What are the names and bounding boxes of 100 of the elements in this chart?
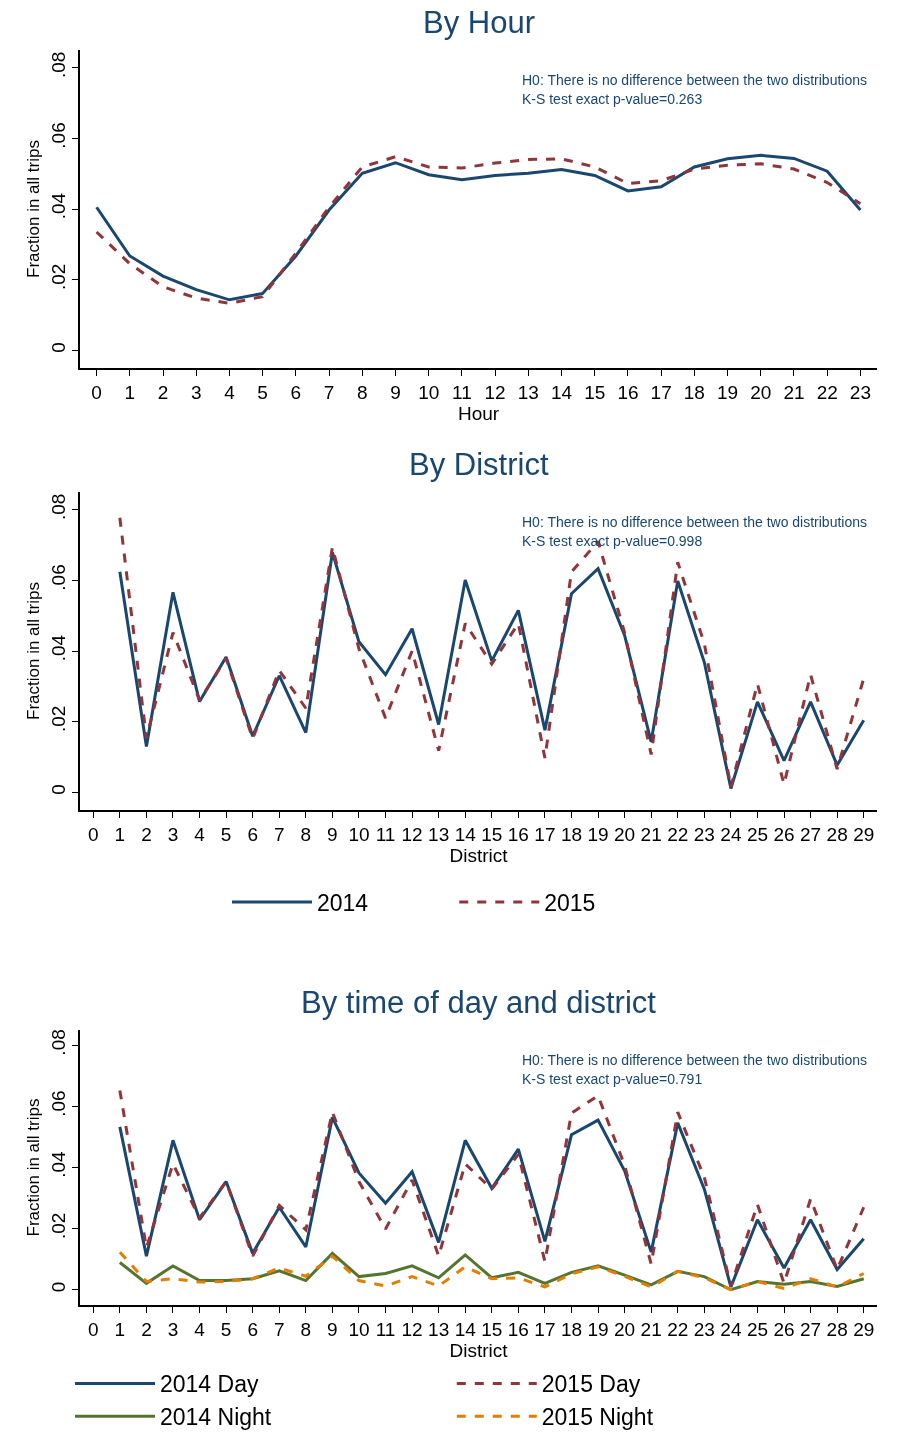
y-tick-label: 0 bbox=[47, 1281, 69, 1293]
legend-label: 2014 Night bbox=[160, 1404, 272, 1431]
x-tick-label: 24 bbox=[720, 823, 742, 845]
x-axis-title: District bbox=[449, 844, 509, 866]
x-tick-label: 21 bbox=[640, 823, 662, 845]
x-tick-label: 14 bbox=[454, 1318, 477, 1340]
x-tick-label: 6 bbox=[247, 823, 258, 845]
x-tick-label: 10 bbox=[348, 1318, 370, 1340]
x-tick-label: 0 bbox=[91, 381, 102, 403]
x-tick-label: 13 bbox=[428, 823, 450, 845]
x-tick-label: 29 bbox=[853, 1318, 875, 1340]
x-tick-label: 25 bbox=[746, 1318, 769, 1340]
x-tick-label: 25 bbox=[746, 823, 769, 845]
x-tick-label: 1 bbox=[114, 1318, 126, 1340]
annotation: H0: There is no difference between the two distributions bbox=[522, 1052, 868, 1068]
y-tick-label: .04 bbox=[47, 634, 69, 662]
x-tick-label: 27 bbox=[800, 1318, 822, 1340]
x-tick-label: 8 bbox=[356, 381, 368, 403]
y-tick-label: .02 bbox=[47, 263, 69, 291]
y-axis-title: Fraction in all trips bbox=[23, 582, 43, 720]
y-tick-label: 0 bbox=[47, 784, 69, 795]
x-tick-label: 18 bbox=[560, 823, 583, 845]
x-tick-label: 14 bbox=[454, 823, 477, 845]
x-tick-label: 20 bbox=[750, 381, 772, 403]
x-tick-label: 2 bbox=[141, 823, 152, 845]
x-axis-title: District bbox=[449, 1339, 509, 1361]
x-tick-label: 5 bbox=[220, 823, 232, 845]
x-tick-label: 27 bbox=[800, 823, 822, 845]
y-tick-label: .06 bbox=[47, 564, 69, 591]
x-tick-label: 4 bbox=[194, 823, 206, 845]
x-tick-label: 6 bbox=[247, 1318, 258, 1340]
legend-label: 2015 bbox=[544, 889, 596, 916]
x-tick-label: 23 bbox=[849, 381, 871, 403]
y-tick-label: .06 bbox=[47, 1090, 69, 1117]
x-tick-label: 22 bbox=[816, 381, 838, 403]
x-tick-label: 6 bbox=[290, 381, 302, 403]
x-tick-label: 19 bbox=[587, 823, 609, 845]
x-tick-label: 7 bbox=[273, 1318, 285, 1340]
x-tick-label: 11 bbox=[452, 381, 472, 403]
y-tick-label: .08 bbox=[47, 51, 69, 79]
x-tick-label: 1 bbox=[124, 381, 136, 403]
x-axis-title: Hour bbox=[457, 402, 500, 424]
x-tick-label: 3 bbox=[190, 381, 202, 403]
x-tick-label: 23 bbox=[693, 823, 715, 845]
legend-label: 2014 bbox=[317, 889, 369, 916]
x-tick-label: 16 bbox=[507, 823, 529, 845]
x-tick-label: 16 bbox=[507, 1318, 529, 1340]
x-tick-label: 21 bbox=[640, 1318, 662, 1340]
x-tick-label: 14 bbox=[550, 381, 573, 403]
x-tick-label: 7 bbox=[323, 381, 335, 403]
x-tick-label: 19 bbox=[716, 381, 739, 403]
x-tick-label: 3 bbox=[167, 823, 179, 845]
x-tick-label: 12 bbox=[401, 823, 423, 845]
x-tick-label: 15 bbox=[584, 381, 606, 403]
y-axis-title: Fraction in all trips bbox=[23, 1098, 43, 1237]
chart-title: By Hour bbox=[423, 5, 535, 40]
chart-title: By time of day and district bbox=[301, 985, 657, 1020]
x-tick-label: 23 bbox=[693, 1318, 715, 1340]
y-tick-label: .08 bbox=[47, 493, 69, 521]
x-tick-label: 21 bbox=[783, 381, 805, 403]
x-tick-label: 20 bbox=[614, 823, 636, 845]
x-tick-label: 26 bbox=[773, 1318, 795, 1340]
x-tick-label: 5 bbox=[257, 381, 268, 403]
x-tick-label: 18 bbox=[683, 381, 705, 403]
x-tick-label: 8 bbox=[300, 1318, 312, 1340]
x-tick-label: 4 bbox=[194, 1318, 206, 1340]
x-tick-label: 18 bbox=[560, 1318, 583, 1340]
x-tick-label: 17 bbox=[534, 1318, 556, 1340]
x-tick-label: 7 bbox=[273, 823, 285, 845]
x-tick-label: 9 bbox=[327, 1318, 338, 1340]
x-tick-label: 9 bbox=[390, 381, 401, 403]
x-tick-label: 22 bbox=[667, 1318, 689, 1340]
x-tick-label: 12 bbox=[401, 1318, 423, 1340]
y-axis-title: Fraction in all trips bbox=[23, 140, 43, 278]
x-tick-label: 24 bbox=[720, 1318, 742, 1340]
annotation: K-S test exact p-value=0.791 bbox=[522, 1071, 703, 1087]
y-tick-label: .04 bbox=[47, 192, 69, 220]
y-tick-label: .02 bbox=[47, 705, 69, 733]
chart-title: By District bbox=[409, 447, 549, 482]
x-tick-label: 19 bbox=[587, 1318, 609, 1340]
x-tick-label: 1 bbox=[114, 823, 126, 845]
x-tick-label: 16 bbox=[617, 381, 639, 403]
x-tick-label: 28 bbox=[826, 823, 848, 845]
y-tick-label: .02 bbox=[47, 1212, 69, 1239]
x-tick-label: 28 bbox=[826, 1318, 848, 1340]
x-tick-label: 0 bbox=[87, 1318, 99, 1340]
x-tick-label: 12 bbox=[484, 381, 506, 403]
annotation: H0: There is no difference between the two distributions bbox=[522, 514, 868, 530]
x-tick-label: 9 bbox=[327, 823, 338, 845]
x-tick-label: 8 bbox=[300, 823, 312, 845]
x-tick-label: 2 bbox=[141, 1318, 152, 1340]
x-tick-label: 13 bbox=[517, 381, 539, 403]
x-tick-label: 17 bbox=[534, 823, 556, 845]
x-tick-label: 11 bbox=[375, 1318, 396, 1340]
y-tick-label: 0 bbox=[47, 342, 69, 353]
x-tick-label: 11 bbox=[375, 823, 396, 845]
x-tick-label: 10 bbox=[348, 823, 370, 845]
x-tick-label: 22 bbox=[667, 823, 689, 845]
annotation: H0: There is no difference between the two distributions bbox=[522, 72, 868, 88]
annotation: K-S test exact p-value=0.263 bbox=[522, 91, 703, 107]
